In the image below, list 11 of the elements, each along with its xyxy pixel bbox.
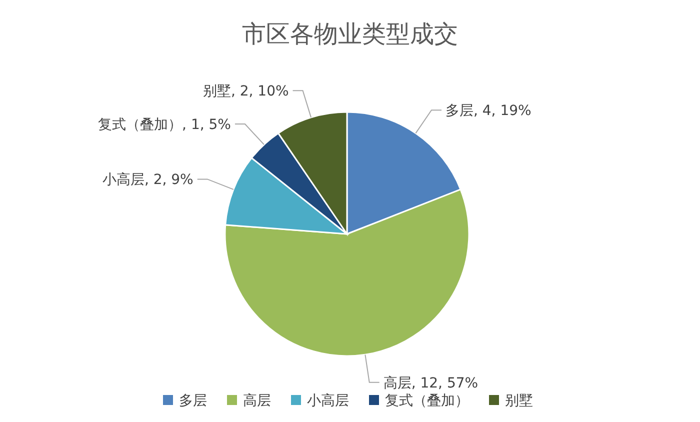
legend-label: 多层 (179, 393, 207, 409)
chart-title: 市区各物业类型成交 (242, 20, 458, 48)
legend-label: 复式（叠加） (385, 393, 469, 409)
data-label: 高层, 12, 57% (383, 375, 478, 392)
data-label: 多层, 4, 19% (446, 103, 532, 120)
data-label: 小高层, 2, 9% (102, 172, 194, 188)
legend-label: 高层 (243, 393, 271, 409)
data-label: 别墅, 2, 10% (202, 84, 289, 100)
data-label: 复式（叠加）, 1, 5% (98, 117, 231, 134)
legend-label: 别墅 (505, 393, 533, 409)
legend-label: 小高层 (307, 393, 349, 409)
